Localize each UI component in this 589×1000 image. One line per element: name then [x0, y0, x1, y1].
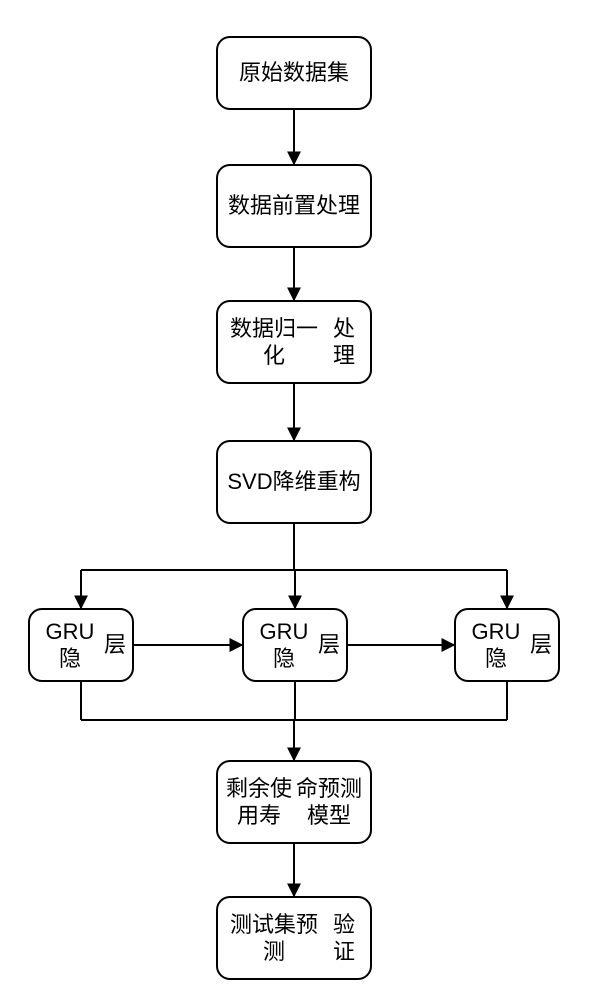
node-g2: GRU隐层 — [242, 608, 348, 682]
node-n3: 数据归一化处理 — [216, 300, 372, 384]
node-g3: GRU隐层 — [454, 608, 560, 682]
node-n1: 原始数据集 — [216, 36, 372, 110]
node-n2: 数据前置处理 — [216, 164, 372, 248]
node-n5: 剩余使用寿命预测模型 — [216, 760, 372, 844]
flowchart-canvas: 原始数据集数据前置处理数据归一化处理 SVD降维重构 GRU隐层 GRU隐层 GRU隐层… — [0, 0, 589, 1000]
node-n6: 测试集预测验证 — [216, 896, 372, 980]
node-n4: SVD降维重构 — [216, 440, 372, 524]
node-g1: GRU隐层 — [28, 608, 134, 682]
